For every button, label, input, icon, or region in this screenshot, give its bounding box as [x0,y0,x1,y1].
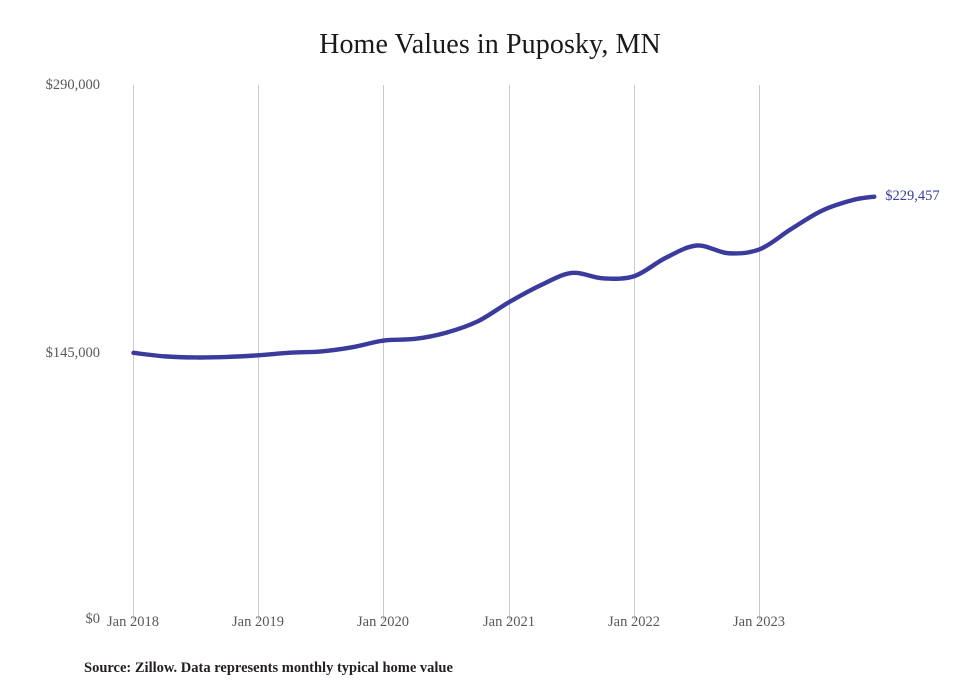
x-axis-label-jan-2020: Jan 2020 [357,614,409,630]
end-value-annotation: $229,457 [885,187,940,204]
gridlines [133,85,760,620]
y-axis-label-145000: $145,000 [45,345,100,361]
x-axis-label-jan-2021: Jan 2021 [483,614,535,630]
x-axis-label-jan-2023: Jan 2023 [733,614,785,630]
y-axis-label-290000: $290,000 [45,77,100,93]
x-axis-label-jan-2018: Jan 2018 [107,614,159,630]
x-axis-label-jan-2022: Jan 2022 [608,614,660,630]
y-axis-label-0: $0 [85,611,101,627]
source-note: Source: Zillow. Data represents monthly … [84,660,453,676]
home-value-line [131,194,877,360]
x-axis-label-jan-2019: Jan 2019 [232,614,284,630]
chart-title: Home Values in Puposky, MN [319,29,661,60]
